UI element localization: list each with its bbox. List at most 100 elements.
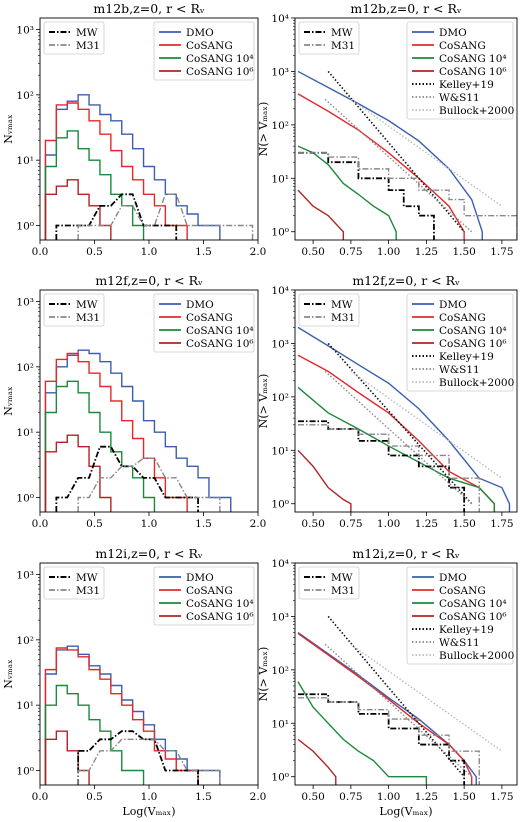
series-cosang-10-6 [297, 189, 345, 240]
series-cosang [44, 102, 188, 240]
series-cosang-10-4 [44, 130, 145, 240]
series-cosang-10-6 [44, 179, 112, 240]
series-bullock-2000 [350, 98, 503, 207]
legend-label-dmo: DMO [186, 27, 214, 39]
plot-frame [294, 289, 518, 513]
legend-label-m31: M31 [331, 40, 355, 52]
x-tick-label: 1.5 [195, 791, 212, 803]
legend-label-dmo: DMO [439, 27, 467, 39]
series-group [44, 349, 232, 512]
panel-1: m12b,z=0, r < Rᵥ 0.0 0.5 1.0 1.5 2.0 10⁰ 10¹ 10²… [2, 1, 266, 258]
legend-label-w-s11: W&S11 [439, 92, 480, 104]
x-tick-label: 1.25 [415, 518, 438, 530]
x-tick-label: 2.0 [250, 246, 267, 258]
y-tick-label: 10³ [16, 297, 34, 309]
series-bullock-2000 [350, 370, 503, 479]
y-axis-label: Nᵥₘₐₓ [2, 386, 15, 416]
y-tick-label: 10³ [271, 611, 289, 623]
legend-left [43, 566, 105, 600]
x-tick-label: 0.75 [339, 791, 362, 803]
legend-label-cosang: CoSANG [439, 40, 486, 52]
x-tick-label: 1.00 [377, 791, 400, 803]
y-tick-label: 10¹ [16, 155, 34, 167]
legend-label-kelley-19: Kelley+19 [439, 624, 494, 636]
x-tick-label: 0.0 [32, 246, 49, 258]
legend-right [406, 21, 514, 120]
panel-title: m12i,z=0, r < Rᵥ [352, 546, 459, 561]
legend-label-cosang-10-4: CoSANG 10⁴ [186, 325, 254, 337]
y-tick-label: 10³ [271, 338, 289, 350]
panel-title: m12b,z=0, r < Rᵥ [350, 1, 462, 16]
series-m31 [77, 457, 221, 512]
series-cosang-10-6 [44, 434, 112, 512]
legend-label-mw: MW [76, 27, 98, 39]
legend-label-kelley-19: Kelley+19 [439, 79, 494, 91]
series-w-s11 [324, 370, 473, 505]
legend-label-m31: M31 [76, 585, 100, 597]
legend-label-bullock-2000: Bullock+2000 [439, 650, 514, 662]
y-axis-label: Nᵥₘₐₓ [2, 659, 15, 689]
series-mw [55, 193, 178, 240]
series-m31 [298, 697, 480, 785]
legend-label-kelley-19: Kelley+19 [439, 351, 494, 363]
series-dmo [44, 349, 232, 512]
series-w-s11 [324, 643, 473, 778]
y-tick-label: 10² [16, 635, 34, 647]
x-tick-label: 0.50 [301, 246, 324, 258]
x-tick-label: 1.25 [415, 246, 438, 258]
series-mw [55, 445, 199, 512]
legend-label-mw: MW [331, 299, 353, 311]
plot-frame [39, 562, 259, 786]
series-group [297, 615, 503, 785]
series-kelley-19 [327, 342, 473, 505]
plot-frame [39, 289, 259, 513]
legend-label-cosang-10-6: CoSANG 10⁶ [439, 66, 507, 78]
series-w-s11 [324, 98, 473, 233]
panel-title: m12f,z=0, r < Rᵥ [352, 273, 460, 288]
x-tick-label: 1.50 [452, 791, 475, 803]
plot-frame [39, 17, 259, 241]
series-dmo [297, 70, 483, 240]
x-tick-label: 1.0 [141, 791, 158, 803]
legend-right [153, 293, 255, 353]
series-dmo [44, 645, 221, 785]
panel-title: m12f,z=0, r < Rᵥ [95, 273, 203, 288]
y-tick-label: 10⁰ [271, 499, 289, 511]
series-bullock-2000 [350, 643, 503, 752]
legend-label-w-s11: W&S11 [439, 637, 480, 649]
x-tick-label: 1.25 [415, 791, 438, 803]
series-kelley-19 [327, 615, 465, 778]
x-tick-label: 1.0 [141, 518, 158, 530]
y-tick-label: 10⁰ [271, 227, 289, 239]
series-mw [298, 151, 435, 240]
y-tick-label: 10⁰ [16, 766, 34, 778]
y-tick-label: 10² [271, 392, 289, 404]
x-tick-label: 1.75 [490, 518, 513, 530]
legend-label-cosang-10-6: CoSANG 10⁶ [186, 66, 254, 78]
panel-2: m12b,z=0, r < Rᵥ 0.50 0.75 1.00 1.25 1.50 1.75… [257, 1, 518, 258]
series-mw [298, 693, 466, 785]
y-axis-label: N(> Vₘₐₓ) [257, 102, 270, 157]
x-tick-label: 0.75 [339, 518, 362, 530]
plot-frame [294, 17, 518, 241]
y-tick-label: 10⁰ [271, 772, 289, 784]
panel-6: m12i,z=0, r < Rᵥ 0.50 0.75 1.00 1.25 1.50 1.75… [257, 546, 518, 818]
x-tick-label: 1.5 [195, 518, 212, 530]
series-m31 [298, 424, 480, 512]
legend-label-dmo: DMO [186, 572, 214, 584]
series-mw [77, 730, 199, 785]
x-tick-label: 2.0 [250, 791, 267, 803]
y-tick-label: 10⁰ [16, 221, 34, 233]
series-dmo [297, 326, 511, 512]
legend-left [43, 21, 105, 55]
series-cosang-10-6 [297, 449, 352, 512]
legend-label-dmo: DMO [439, 572, 467, 584]
panel-title: m12i,z=0, r < Rᵥ [95, 546, 202, 561]
series-m31 [77, 193, 254, 240]
y-axis-label: N(> Vₘₐₓ) [257, 374, 270, 429]
x-axis-label: Log(Vₘₐₓ) [379, 805, 432, 818]
legend-label-cosang-10-6: CoSANG 10⁶ [439, 611, 507, 623]
legend-label-cosang-10-6: CoSANG 10⁶ [439, 338, 507, 350]
y-tick-label: 10³ [16, 25, 34, 37]
legend-right [153, 21, 255, 81]
